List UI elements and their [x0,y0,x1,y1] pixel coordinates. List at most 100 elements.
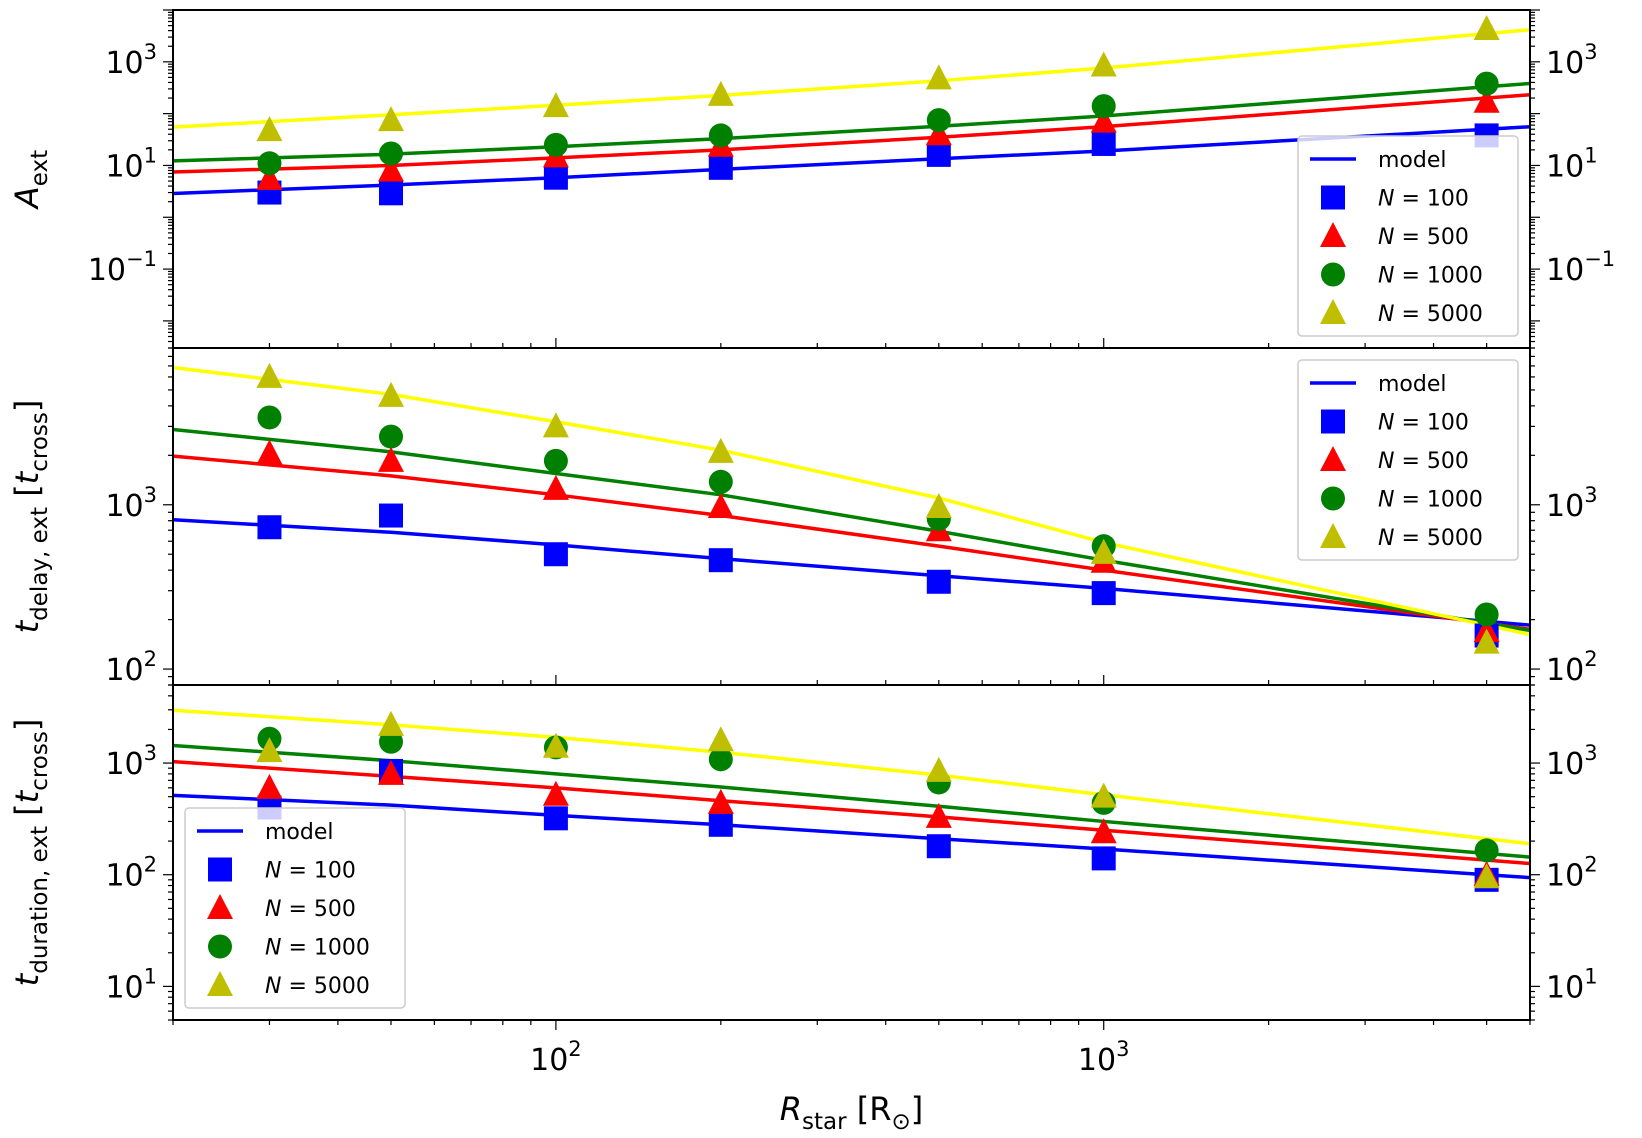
y-axis-label: tduration, ext [tcross] [8,719,53,987]
legend-label-n1000: N = 1000 [1378,488,1483,513]
legend-marker-n500 [207,894,233,919]
data-point-n5000 [377,710,404,736]
data-point-n5000 [542,412,569,438]
y-tick-label-left: 103 [105,741,157,782]
data-point-n500 [707,788,734,814]
legend-marker-n1000 [1321,486,1345,511]
panel-t_delay_ext: 102 102 103 103 tdelay, ext [tcross] model N =… [8,347,1598,688]
data-point-n5000 [377,106,404,132]
y-tick-label-right: 103 [1546,741,1598,782]
data-point-n100 [708,155,733,180]
x-tick-label: 103 [1078,1037,1130,1078]
data-point-n100 [708,812,733,837]
data-point-n1000 [378,141,403,166]
data-point-n100 [1091,846,1116,871]
legend-model-label: model [265,820,334,845]
y-tick-label-left: 103 [105,40,157,81]
data-point-n5000 [1090,782,1117,808]
panel-t_duration_ext: 101 101 102 102 103 103 tduration, ext [tcross… [8,684,1598,1078]
data-point-n100 [1091,131,1116,156]
legend-box [1297,359,1519,561]
y-tick-label-left: 102 [105,647,157,688]
legend-marker-n500 [1320,446,1346,471]
data-point-n100 [926,834,951,859]
data-point-n5000 [925,756,952,782]
data-point-n500 [707,492,734,518]
y-tick-label-right: 102 [1546,853,1598,894]
data-point-n500 [1473,87,1500,113]
data-point-n5000 [256,362,283,388]
data-point-n5000 [542,732,569,758]
data-point-n1000 [257,405,282,430]
legend-marker-n5000 [1320,523,1346,548]
legend-model-label: model [1378,148,1447,173]
legend-marker-n100 [1321,185,1345,210]
legend-marker-n5000 [1320,299,1346,324]
data-point-n500 [542,780,569,806]
data-point-n500 [1090,107,1117,133]
data-point-n100 [378,181,403,206]
x-tick-label: 102 [530,1037,582,1078]
data-point-n1000 [543,448,568,473]
legend-model-label: model [1378,372,1447,397]
data-point-n5000 [1473,863,1500,889]
data-point-n1000 [708,123,733,148]
data-point-n100 [543,165,568,190]
y-axis-label: Aext [8,150,53,210]
y-tick-label-left: 10−1 [88,247,157,288]
data-point-n100 [926,142,951,167]
data-point-n100 [926,569,951,594]
y-tick-label-right: 103 [1546,40,1598,81]
data-point-n5000 [256,116,283,142]
data-point-n1000 [1474,838,1499,863]
data-point-n100 [378,503,403,528]
data-point-n5000 [707,80,734,106]
legend-label-n500: N = 500 [1378,449,1469,474]
y-tick-label-left: 101 [105,964,157,1005]
data-point-n100 [543,542,568,567]
legend-marker-n100 [1321,409,1345,434]
data-point-n1000 [1474,71,1499,96]
data-point-n1000 [926,108,951,133]
legend-label-n1000: N = 1000 [1378,264,1483,289]
data-point-n500 [256,439,283,465]
legend-marker-n100 [208,857,232,882]
legend-marker-n500 [1320,222,1346,247]
data-point-n5000 [1090,538,1117,564]
data-point-n500 [377,156,404,182]
legend-label-n1000: N = 1000 [265,936,370,961]
data-point-n5000 [256,737,283,763]
data-point-n5000 [925,492,952,518]
data-point-n1000 [257,151,282,176]
data-point-n5000 [925,64,952,90]
legend-marker-n1000 [208,934,232,959]
legend-box [184,807,406,1009]
legend-marker-n5000 [207,971,233,996]
y-axis-label: tdelay, ext [tcross] [8,400,53,634]
legend-label-n100: N = 100 [1378,411,1469,436]
legend-label-n100: N = 100 [265,859,356,884]
data-point-n1000 [1474,602,1499,627]
plot-area [173,708,1530,892]
legend-label-n500: N = 500 [1378,225,1469,250]
y-tick-label-right: 10−1 [1546,247,1615,288]
data-point-n100 [543,806,568,831]
data-point-n5000 [707,726,734,752]
data-point-n5000 [707,437,734,463]
data-point-n5000 [1473,628,1500,654]
y-tick-label-right: 103 [1546,483,1598,524]
legend-label-n500: N = 500 [265,897,356,922]
data-point-n500 [1090,818,1117,844]
legend: model N = 100 N = 500 N = 1000 N = 5000 [184,807,406,1009]
data-point-n100 [1091,581,1116,606]
legend: model N = 100 N = 500 N = 1000 N = 5000 [1297,359,1519,561]
data-point-n500 [377,759,404,785]
y-tick-label-left: 103 [105,483,157,524]
legend-label-n5000: N = 5000 [265,974,370,999]
data-point-n500 [542,474,569,500]
data-point-n5000 [542,92,569,118]
data-point-n5000 [377,381,404,407]
axes-frame [172,684,1531,1021]
data-point-n1000 [708,747,733,772]
